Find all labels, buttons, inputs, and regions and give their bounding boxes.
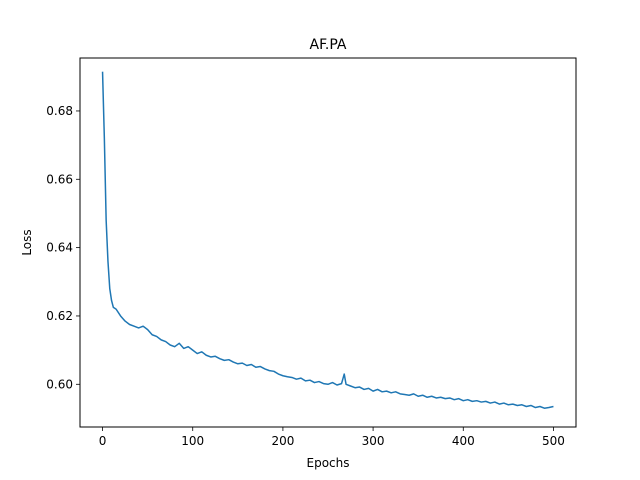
- x-axis-label: Epochs: [307, 456, 350, 470]
- chart-title: AF.PA: [310, 37, 347, 53]
- x-tick-label: 0: [99, 434, 107, 448]
- y-tick-label: 0.64: [46, 241, 73, 255]
- x-axis: 0 100 200 300 400 500: [99, 427, 565, 448]
- plot-area: [101, 71, 554, 409]
- axes-frame: [79, 57, 577, 428]
- x-tick-label: 300: [362, 434, 385, 448]
- y-tick-label: 0.68: [46, 104, 73, 118]
- y-tick-label: 0.66: [46, 172, 73, 186]
- y-axis: 0.60 0.62 0.64 0.66 0.68: [46, 104, 80, 391]
- x-tick-label: 100: [181, 434, 204, 448]
- x-tick-label: 400: [452, 434, 475, 448]
- y-tick-label: 0.60: [46, 377, 73, 391]
- x-tick-label: 200: [271, 434, 294, 448]
- y-axis-label: Loss: [20, 229, 34, 255]
- series-line-0: [101, 71, 554, 409]
- y-tick-label: 0.62: [46, 309, 73, 323]
- x-tick-label: 500: [542, 434, 565, 448]
